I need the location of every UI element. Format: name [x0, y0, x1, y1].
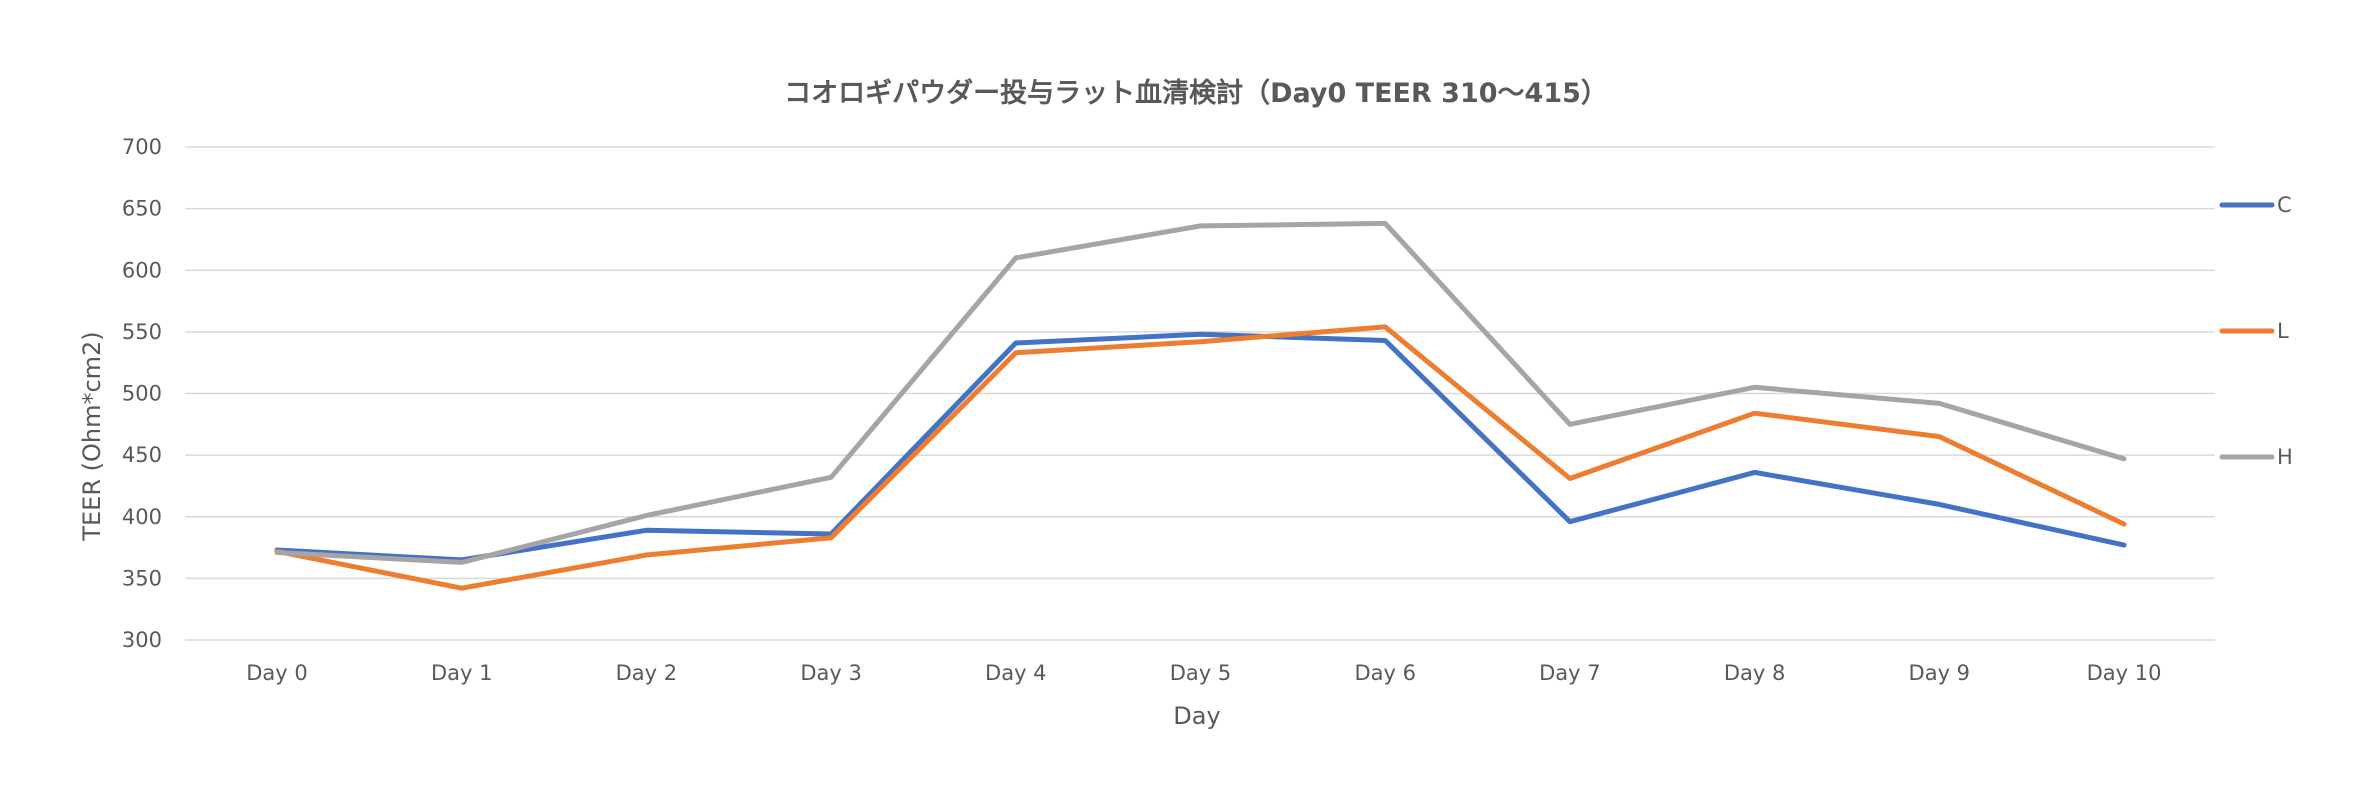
y-tick-label: 550	[122, 320, 162, 344]
gridlines	[185, 146, 2215, 641]
x-tick-label: Day 3	[800, 661, 862, 685]
x-tick-label: Day 7	[1539, 661, 1601, 685]
y-tick-label: 300	[122, 628, 162, 652]
y-axis-ticks: 300 350 400 450 500 550 600 650 700	[122, 135, 162, 652]
x-axis-label: Day	[1173, 702, 1220, 730]
x-tick-label: Day 2	[616, 661, 678, 685]
y-tick-label: 600	[122, 258, 162, 282]
x-tick-label: Day 6	[1354, 661, 1416, 685]
x-tick-label: Day 9	[1909, 661, 1971, 685]
x-tick-label: Day 10	[2087, 661, 2162, 685]
x-tick-label: Day 5	[1170, 661, 1232, 685]
x-tick-label: Day 0	[246, 661, 308, 685]
y-tick-label: 650	[122, 197, 162, 221]
series-line-L	[274, 324, 2127, 591]
y-tick-label: 350	[122, 566, 162, 590]
legend: C L H	[2219, 193, 2293, 469]
legend-label-C: C	[2277, 193, 2292, 217]
legend-label-H: H	[2277, 445, 2293, 469]
y-tick-label: 700	[122, 135, 162, 159]
x-axis-ticks: Day 0 Day 1 Day 2 Day 3 Day 4 Day 5 Day 6 Day 7…	[246, 661, 2161, 685]
x-tick-label: Day 8	[1724, 661, 1786, 685]
x-tick-label: Day 4	[985, 661, 1047, 685]
series-line-C	[274, 331, 2127, 563]
y-axis-label: TEER (Ohm*cm2)	[78, 331, 106, 541]
chart-title: コオロギパウダー投与ラット血清検討（Day0 TEER 310～415）	[784, 77, 1608, 109]
y-tick-label: 500	[122, 382, 162, 406]
series-lines	[274, 220, 2127, 591]
legend-label-L: L	[2277, 319, 2289, 343]
x-tick-label: Day 1	[431, 661, 493, 685]
y-tick-label: 400	[122, 505, 162, 529]
y-tick-label: 450	[122, 443, 162, 467]
